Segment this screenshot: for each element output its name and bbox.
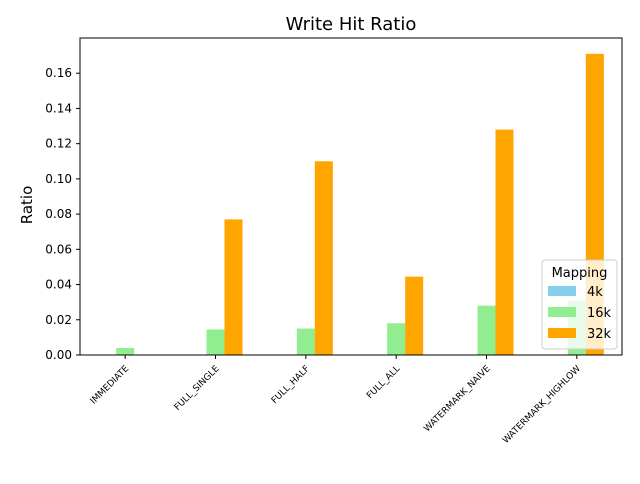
bar-16k-watermark-naive — [477, 305, 496, 355]
legend-swatch-4k — [548, 286, 576, 296]
y-tick-label: 0.16 — [45, 66, 72, 80]
bar-16k-full-half — [296, 328, 315, 355]
y-tick-label: 0.14 — [45, 101, 72, 115]
bar-16k-immediate — [116, 347, 135, 355]
chart-title: Write Hit Ratio — [286, 14, 417, 35]
legend-swatch-16k — [548, 307, 576, 317]
x-tick-label: IMMEDIATE — [89, 364, 132, 407]
y-tick-label: 0.08 — [45, 207, 72, 221]
bar-32k-full-all — [405, 276, 424, 355]
x-tick-label: FULL_SINGLE — [173, 364, 222, 413]
y-tick-label: 0.02 — [45, 313, 72, 327]
bar-32k-full-single — [224, 219, 243, 355]
bar-32k-full-half — [314, 161, 333, 355]
bar-16k-full-all — [387, 323, 406, 355]
y-axis-label: Ratio — [18, 186, 36, 225]
bar-32k-watermark-naive — [495, 129, 514, 355]
x-tick-label: WATERMARK_NAIVE — [422, 364, 492, 434]
y-tick-label: 0.10 — [45, 172, 72, 186]
legend-label-4k: 4k — [587, 285, 603, 300]
y-tick-label: 0.00 — [45, 348, 72, 362]
x-tick-label: WATERMARK_HIGHLOW — [501, 364, 583, 446]
legend: Mapping 4k 16k 32k — [541, 259, 618, 350]
y-tick-label: 0.06 — [45, 242, 72, 256]
legend-label-16k: 16k — [587, 306, 612, 321]
plot-frame — [79, 37, 623, 356]
y-tick-label: 0.04 — [45, 278, 72, 292]
x-tick-label: FULL_HALF — [270, 364, 312, 406]
y-tick-label: 0.12 — [45, 137, 72, 151]
bars-layer — [116, 53, 604, 355]
legend-box — [541, 259, 618, 350]
x-ticks: IMMEDIATE FULL_SINGLE FULL_HALF FULL_ALL WAT… — [89, 355, 583, 446]
legend-swatch-32k — [548, 328, 576, 338]
x-tick-label: FULL_ALL — [365, 364, 402, 401]
legend-label-32k: 32k — [587, 327, 612, 342]
legend-title: Mapping — [552, 266, 608, 281]
y-ticks: 0.00 0.02 0.04 0.06 0.08 0.10 0.12 0.14 0.16 — [45, 66, 80, 362]
bar-16k-full-single — [206, 329, 225, 355]
